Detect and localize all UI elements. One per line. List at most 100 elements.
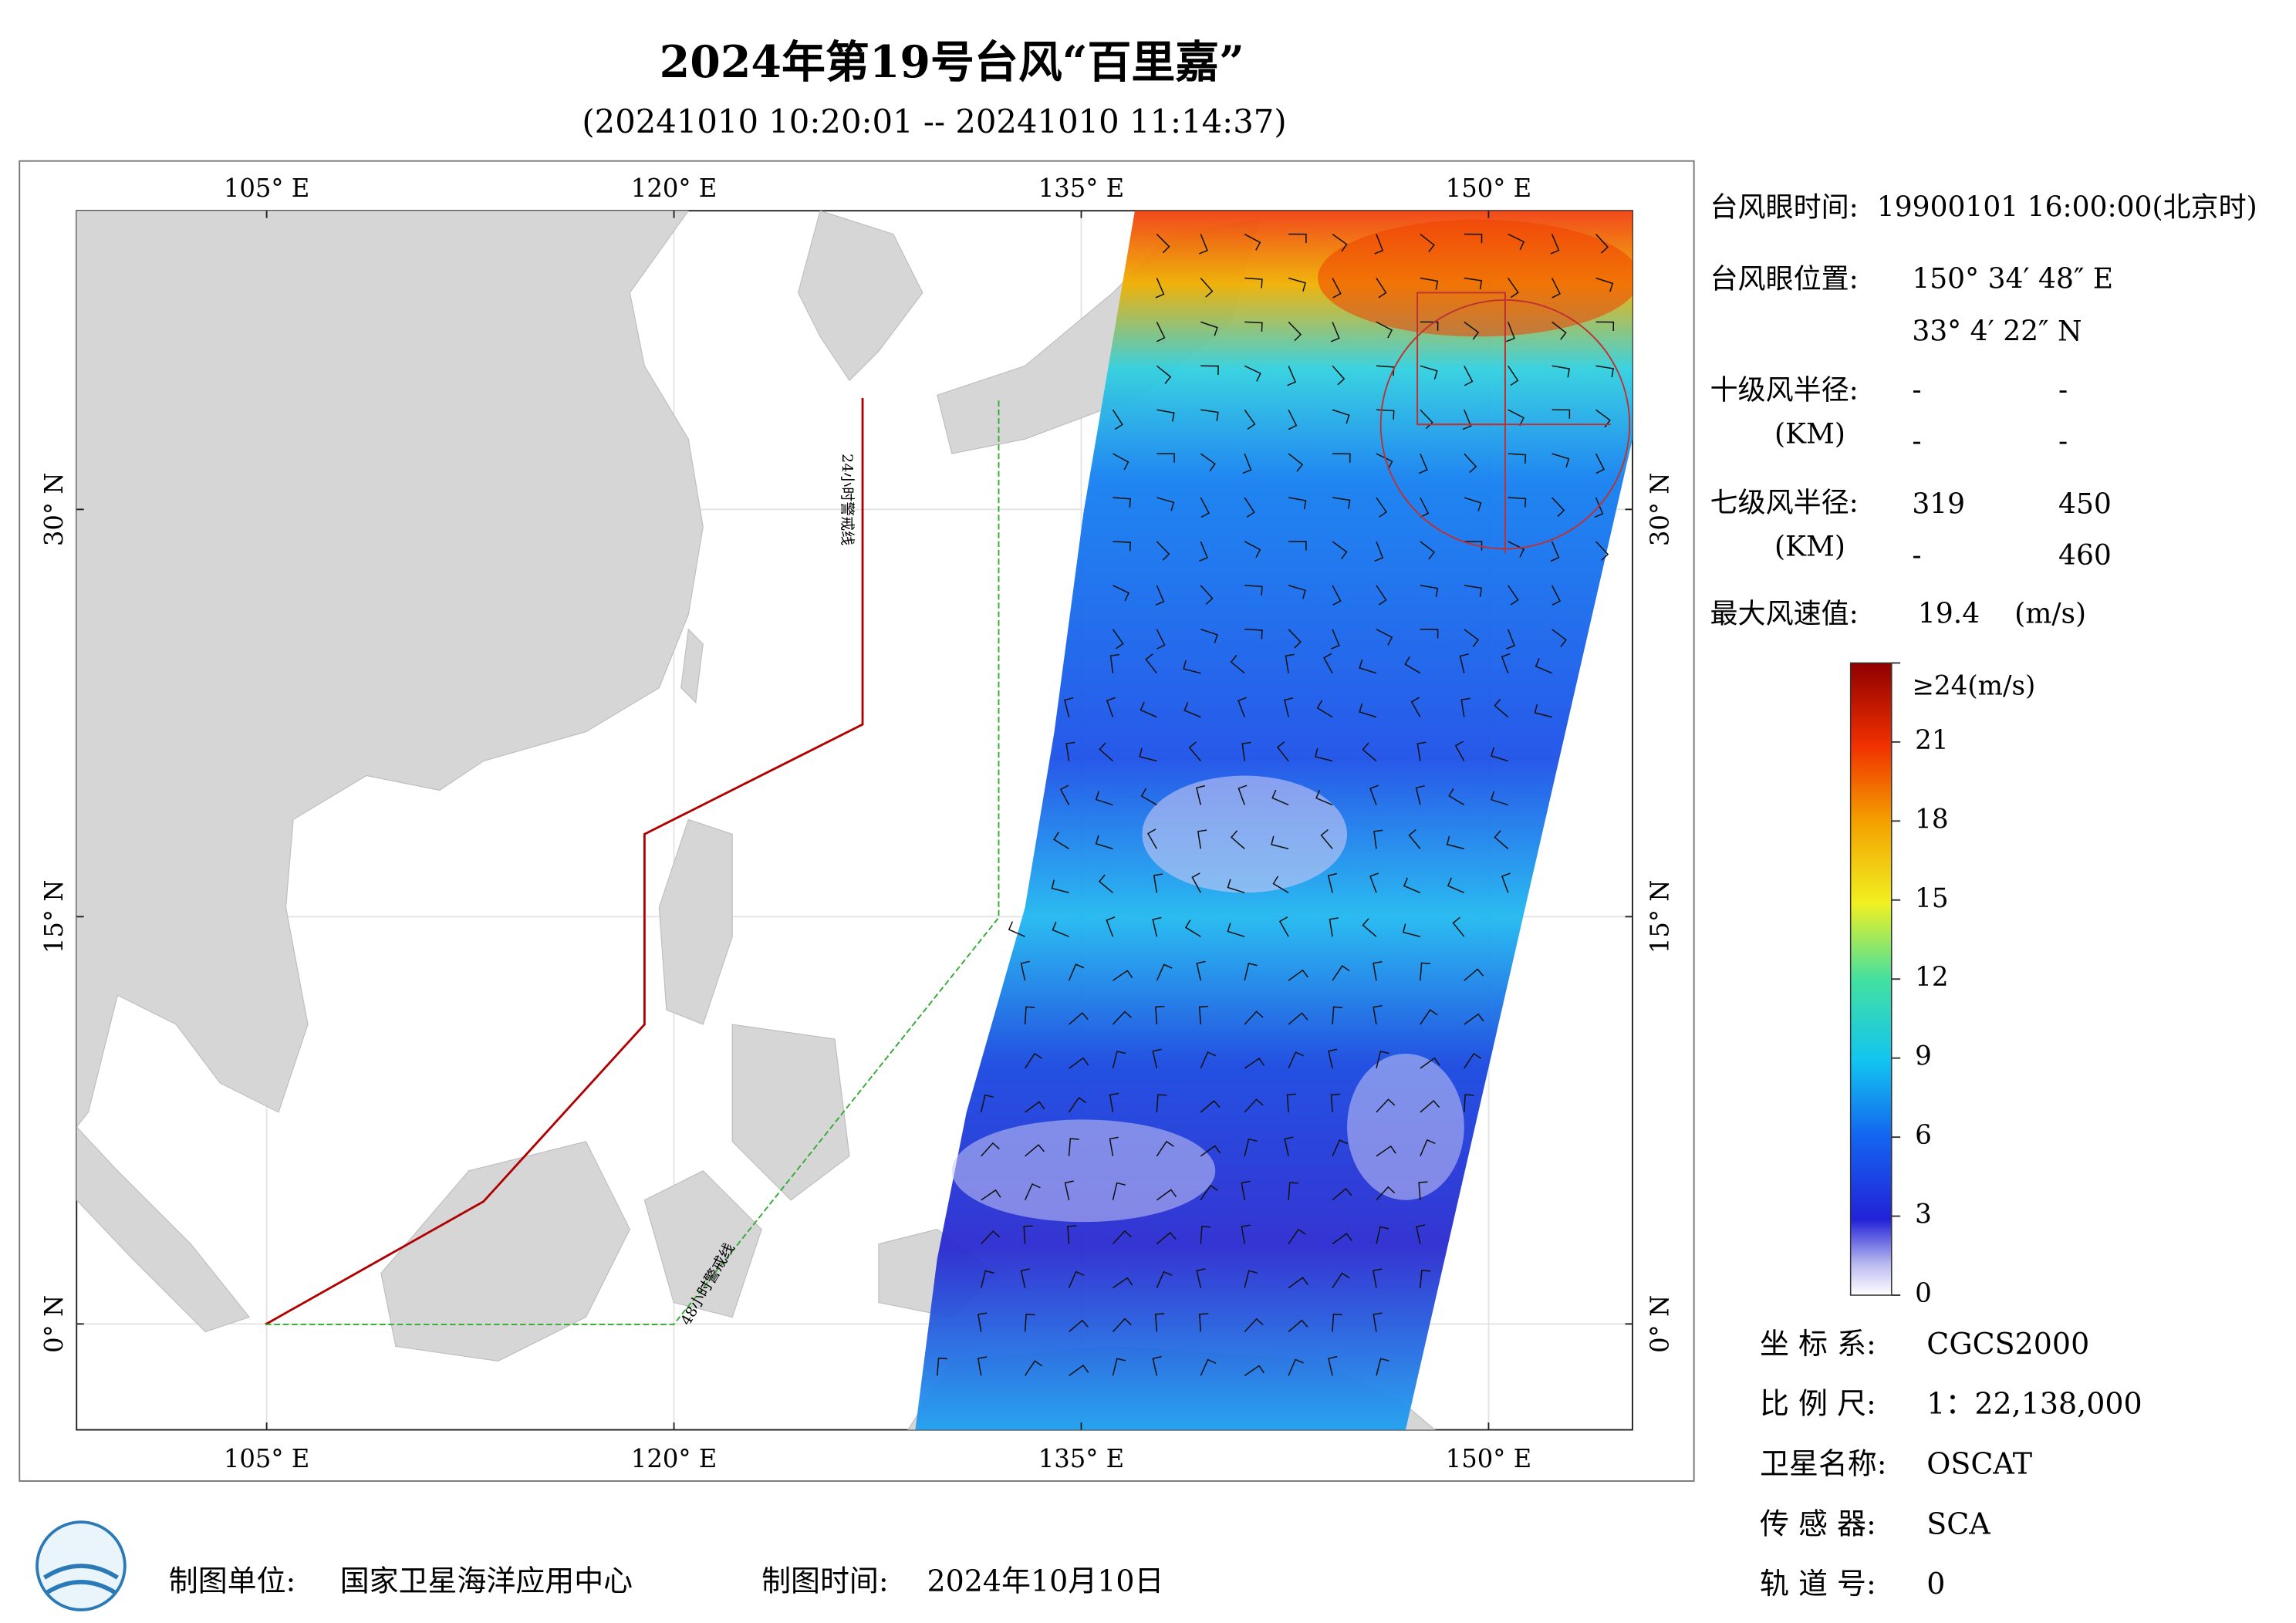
wind-barb bbox=[1327, 872, 1337, 893]
wind-barb bbox=[1112, 409, 1123, 430]
wind-barb bbox=[1288, 1051, 1305, 1069]
wind-barb bbox=[1198, 1005, 1209, 1025]
wind-barb bbox=[1320, 828, 1333, 849]
wind-barb bbox=[1069, 1319, 1089, 1333]
wind-barb bbox=[1146, 828, 1158, 849]
wind-barb bbox=[1152, 1355, 1162, 1376]
wind-barb bbox=[1464, 968, 1484, 981]
info-label: 台风眼时间: bbox=[1710, 191, 1859, 223]
wind-barb bbox=[1376, 629, 1393, 646]
wind-barb bbox=[1140, 788, 1157, 806]
wind-barb bbox=[1242, 453, 1252, 474]
wind-barb bbox=[1109, 1136, 1119, 1156]
colorbar-tick-label: 6 bbox=[1915, 1120, 1932, 1151]
wind-barb bbox=[1288, 497, 1307, 510]
wind-barb bbox=[1051, 879, 1069, 894]
wind-barb bbox=[1145, 653, 1157, 674]
wind-barb bbox=[1113, 585, 1130, 602]
wind-barb bbox=[1362, 918, 1377, 937]
wind-barb bbox=[1501, 872, 1511, 893]
wind-barb bbox=[1191, 872, 1201, 893]
wind-barb bbox=[1418, 453, 1428, 474]
wind-barb bbox=[1227, 879, 1245, 894]
wind-barb bbox=[1200, 1100, 1221, 1113]
info-value: - bbox=[1912, 540, 1921, 572]
title: 2024年第19号台风“百里嘉” bbox=[660, 37, 1244, 88]
axes: 105° E 105° E 120° E 120° E 135° E 135° E 150°… bbox=[39, 174, 1674, 1473]
info-label: 十级风半径: bbox=[1710, 374, 1859, 406]
wind-barb bbox=[980, 1270, 994, 1288]
wind-barb bbox=[1024, 1183, 1041, 1201]
wind-barb bbox=[1551, 409, 1571, 419]
wind-barb bbox=[1276, 741, 1289, 762]
wind-barb bbox=[1288, 321, 1302, 342]
wind-barb bbox=[1198, 1313, 1209, 1332]
wind-barb bbox=[1551, 365, 1570, 378]
wind-barb bbox=[1420, 1057, 1440, 1069]
wind-barb bbox=[1464, 1094, 1474, 1112]
wind-barb bbox=[1152, 916, 1162, 937]
wind-barb bbox=[1464, 497, 1482, 512]
wind-barb bbox=[1241, 1224, 1251, 1244]
wind-barb bbox=[1244, 233, 1261, 251]
wind-barb bbox=[1288, 585, 1306, 599]
info-label: 台风眼位置: bbox=[1710, 263, 1859, 295]
wind-barb bbox=[1508, 585, 1519, 606]
wind-barb bbox=[1287, 366, 1297, 386]
wind-barb bbox=[1415, 785, 1425, 805]
wind-barb bbox=[1595, 541, 1609, 561]
wind-barb bbox=[1508, 541, 1525, 558]
wind-barb bbox=[1200, 365, 1219, 375]
wind-barb bbox=[1284, 697, 1294, 717]
meta-value: 1：22,138,000 bbox=[1926, 1387, 2142, 1421]
wind-barb bbox=[1369, 785, 1379, 805]
wind-barb bbox=[1416, 741, 1427, 761]
wind-barb bbox=[1464, 1013, 1484, 1025]
colorbar-tick-label: 18 bbox=[1915, 804, 1948, 835]
y-tick-label: 30° N bbox=[39, 473, 69, 547]
wind-barb bbox=[980, 1094, 994, 1113]
wind-barb bbox=[1288, 969, 1308, 981]
wind-barb bbox=[1420, 629, 1439, 639]
wind-barb bbox=[1067, 1225, 1077, 1244]
info-value: - bbox=[1912, 374, 1921, 406]
wind-barb bbox=[1329, 917, 1339, 937]
warning-line-label: 24小时警戒线 bbox=[839, 454, 856, 545]
wind-barb bbox=[1332, 497, 1351, 509]
wind-barb bbox=[1362, 742, 1377, 762]
wind-barb bbox=[1020, 1268, 1030, 1288]
y-tick-label: 0° N bbox=[39, 1295, 69, 1353]
wind-barb bbox=[1460, 697, 1470, 717]
x-tick-label: 135° E bbox=[1038, 174, 1124, 203]
wind-barb bbox=[1230, 830, 1245, 849]
wind-barb bbox=[1369, 872, 1379, 893]
wind-barb bbox=[1112, 1358, 1126, 1376]
typhoon-eye bbox=[1379, 292, 1631, 554]
wind-barb bbox=[1112, 629, 1124, 650]
wind-barb bbox=[1196, 1268, 1206, 1288]
meta-label: 比 例 尺: bbox=[1760, 1387, 1876, 1421]
logo bbox=[35, 1520, 127, 1611]
wind-barb bbox=[1332, 233, 1348, 252]
wind-barb bbox=[1095, 791, 1113, 806]
wind-barb bbox=[1112, 1050, 1126, 1069]
wind-barb bbox=[1373, 829, 1383, 849]
wind-barb bbox=[1403, 877, 1421, 893]
wind-barb bbox=[1330, 322, 1340, 342]
wind-barb bbox=[1464, 453, 1477, 474]
x-tick-label: 120° E bbox=[631, 1444, 717, 1473]
wind-barb bbox=[1459, 653, 1469, 673]
wind-barb bbox=[1200, 1051, 1217, 1069]
wind-barb bbox=[1323, 653, 1333, 674]
colorbar-ticks: 0 3 6 9 12 15 18 21 ≥24(m/s) bbox=[1891, 662, 2035, 1309]
wind-barb bbox=[1373, 1004, 1383, 1025]
wind-barb bbox=[1109, 1092, 1119, 1113]
wind-barb bbox=[1376, 585, 1387, 606]
wind-barb bbox=[1244, 409, 1256, 430]
wind-barb bbox=[1508, 409, 1524, 427]
wind-barb bbox=[1464, 277, 1483, 290]
wind-barb bbox=[1402, 923, 1421, 937]
wind-barb bbox=[1408, 828, 1421, 849]
wind-barb bbox=[1023, 1225, 1033, 1244]
wind-barb bbox=[1376, 1226, 1389, 1244]
